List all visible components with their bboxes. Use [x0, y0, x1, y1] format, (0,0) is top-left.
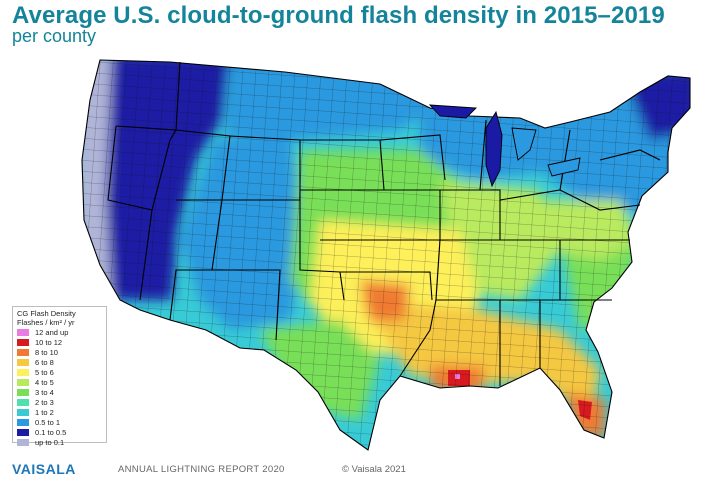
legend-label: up to 0.1 — [35, 437, 65, 447]
legend-swatch — [17, 358, 29, 366]
legend-item: 5 to 6 — [17, 367, 102, 377]
legend-label: 2 to 3 — [35, 397, 54, 407]
legend-label: 12 and up — [35, 327, 69, 337]
legend-swatch — [17, 368, 29, 376]
legend-item: 8 to 10 — [17, 347, 102, 357]
legend-label: 10 to 12 — [35, 337, 63, 347]
legend-swatch — [17, 328, 29, 336]
legend-item: 10 to 12 — [17, 337, 102, 347]
legend-label: 6 to 8 — [35, 357, 54, 367]
legend-label: 4 to 5 — [35, 377, 54, 387]
legend-swatch — [17, 408, 29, 416]
legend-units: Flashes / km² / yr — [17, 318, 75, 327]
legend-swatch — [17, 348, 29, 356]
legend-swatch — [17, 438, 29, 446]
legend-item: up to 0.1 — [17, 437, 102, 447]
legend-item: 3 to 4 — [17, 387, 102, 397]
legend-item: 0.1 to 0.5 — [17, 427, 102, 437]
legend-label: 3 to 4 — [35, 387, 54, 397]
legend-item: 4 to 5 — [17, 377, 102, 387]
copyright: © Vaisala 2021 — [342, 463, 406, 475]
legend-item: 12 and up — [17, 327, 102, 337]
vaisala-logo: VAISALA — [12, 461, 76, 477]
report-name: ANNUAL LIGHTNING REPORT 2020 — [118, 463, 285, 475]
legend-label: 0.1 to 0.5 — [35, 427, 67, 437]
legend-label: 8 to 10 — [35, 347, 58, 357]
legend-item: 0.5 to 1 — [17, 417, 102, 427]
legend-swatch — [17, 418, 29, 426]
legend: CG Flash Density Flashes / km² / yr 12 a… — [12, 306, 107, 447]
legend-swatch — [17, 388, 29, 396]
legend-label: 1 to 2 — [35, 407, 54, 417]
legend-title: CG Flash Density — [17, 309, 76, 318]
legend-swatch — [17, 398, 29, 406]
legend-label: 5 to 6 — [35, 367, 54, 377]
legend-swatch — [17, 338, 29, 346]
legend-item: 1 to 2 — [17, 407, 102, 417]
legend-label: 0.5 to 1 — [35, 417, 61, 427]
legend-swatch — [17, 428, 29, 436]
us-flash-density-map — [81, 59, 691, 451]
legend-swatch — [17, 378, 29, 386]
map-subtitle: per county — [12, 26, 97, 46]
legend-item: 6 to 8 — [17, 357, 102, 367]
map-title: Average U.S. cloud-to-ground flash densi… — [12, 2, 665, 29]
legend-item: 2 to 3 — [17, 397, 102, 407]
